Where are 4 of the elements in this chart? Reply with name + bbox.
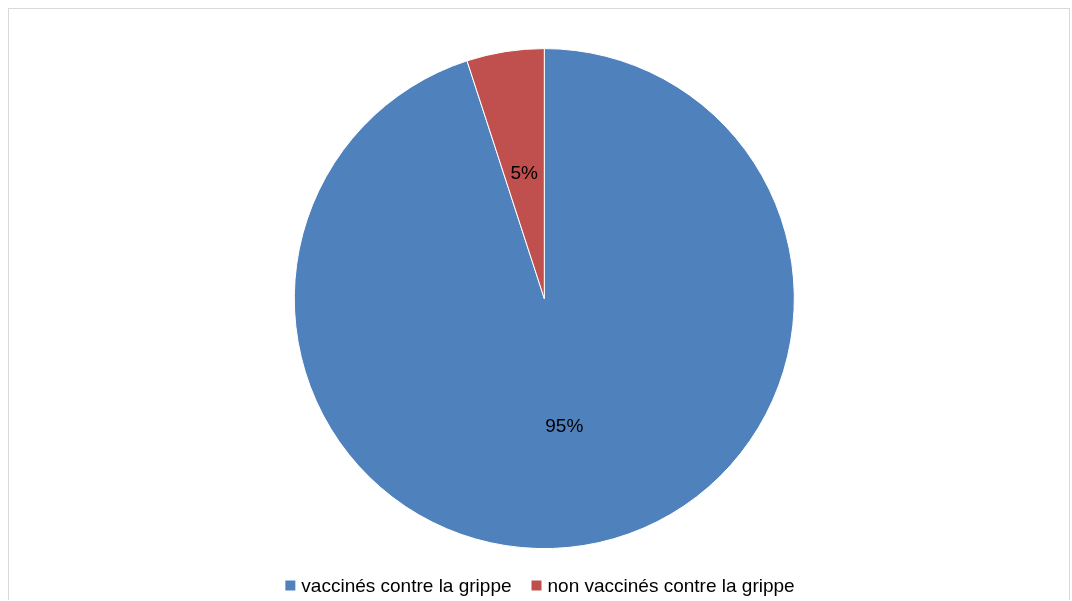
legend-label: vaccinés contre la grippe	[301, 575, 512, 596]
legend-label: non vaccinés contre la grippe	[547, 575, 795, 596]
data-label: 5%	[510, 161, 539, 183]
data-label: 95%	[545, 414, 584, 436]
